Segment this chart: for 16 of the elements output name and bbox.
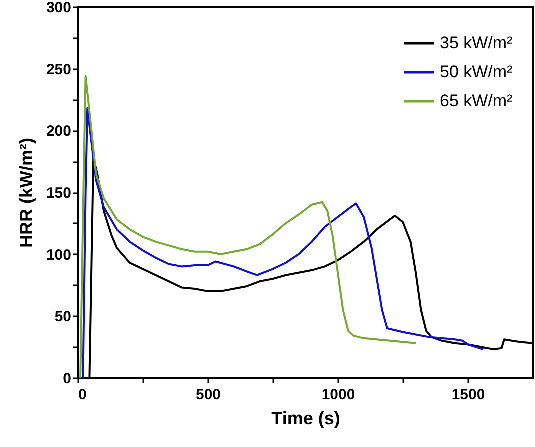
x-tick-label: 500 bbox=[196, 386, 222, 404]
legend-label: 50 kW/m² bbox=[440, 62, 514, 82]
legend-label: 65 kW/m² bbox=[440, 92, 514, 110]
legend-label: 35 kW/m² bbox=[440, 34, 514, 52]
x-axis-title: Time (s) bbox=[272, 408, 340, 428]
y-tick-label: 0 bbox=[63, 370, 72, 388]
x-tick-label: 0 bbox=[78, 386, 87, 404]
y-tick-label: 150 bbox=[46, 185, 72, 202]
y-tick-label: 200 bbox=[46, 123, 72, 140]
y-tick-label: 50 bbox=[54, 308, 72, 326]
x-tick-label: 1000 bbox=[322, 386, 356, 404]
y-tick-label: 250 bbox=[46, 61, 72, 78]
y-axis-title: HRR (kW/m²) bbox=[16, 138, 36, 248]
y-tick-label: 100 bbox=[46, 246, 72, 264]
y-tick-label: 300 bbox=[46, 0, 72, 16]
x-tick-label: 1500 bbox=[452, 386, 486, 404]
